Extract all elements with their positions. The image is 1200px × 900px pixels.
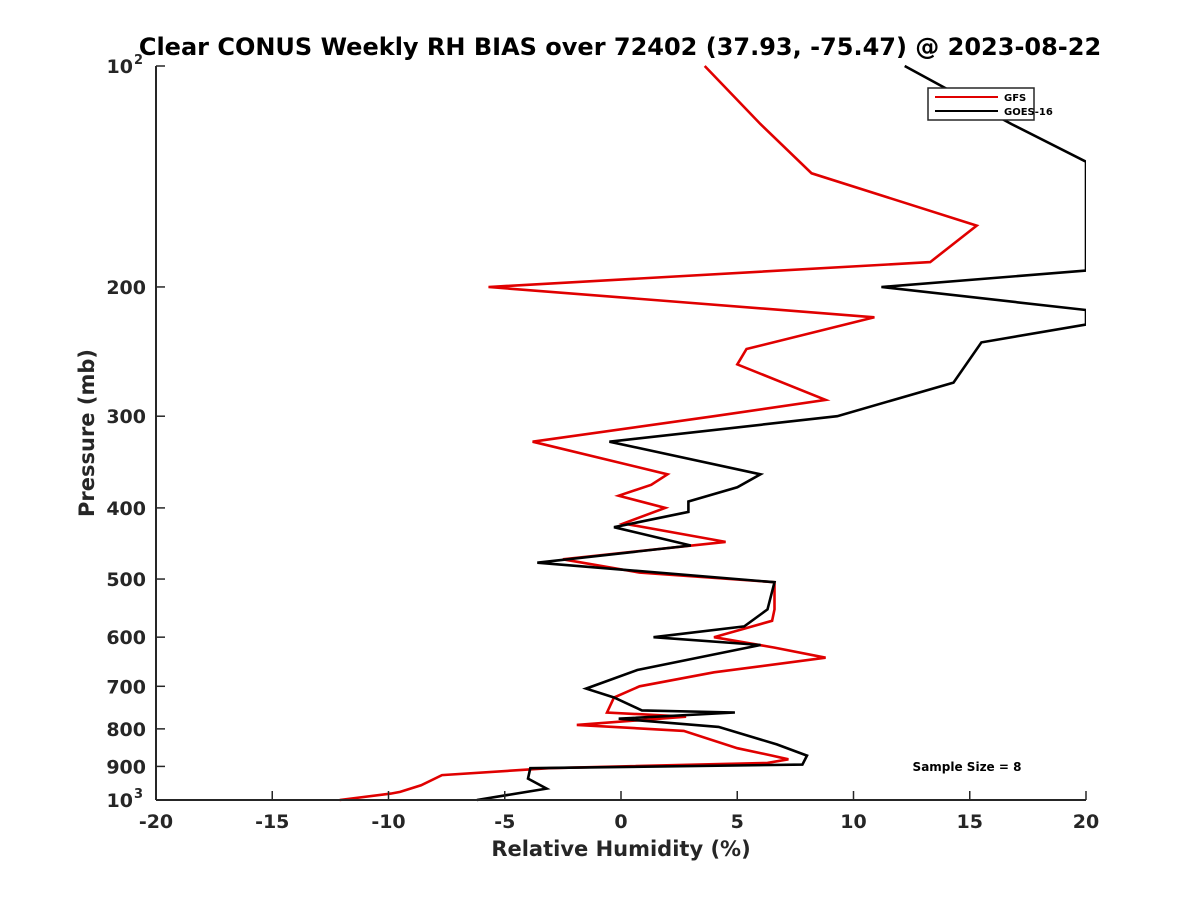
- y-tick-label: 10: [107, 56, 133, 78]
- plot-area: [339, 64, 1086, 802]
- y-tick-label: 400: [106, 498, 146, 520]
- chart-title: Clear CONUS Weekly RH BIAS over 72402 (3…: [139, 33, 1101, 61]
- y-tick-exponent: 3: [134, 787, 143, 802]
- sample-size-annotation: Sample Size = 8: [913, 760, 1022, 774]
- y-tick-label: 10: [107, 790, 133, 812]
- x-tick-label: 5: [731, 811, 744, 833]
- x-ticks: -20 -15 -10 -5 0 5 10 15 20: [139, 791, 1099, 833]
- x-tick-label: 10: [840, 811, 866, 833]
- x-tick-label: 20: [1073, 811, 1099, 833]
- x-axis-label: Relative Humidity (%): [491, 837, 750, 861]
- y-tick-label: 600: [106, 627, 146, 649]
- y-tick-label: 300: [106, 406, 146, 428]
- legend-label-goes16: GOES-16: [1004, 107, 1053, 118]
- series-line-goes16: [476, 64, 1086, 802]
- x-tick-label: 0: [614, 811, 627, 833]
- series-line-gfs: [339, 65, 980, 802]
- y-tick-label: 900: [106, 756, 146, 778]
- legend-box: [927, 87, 1035, 121]
- x-tick-label: 15: [957, 811, 983, 833]
- y-tick-label: 500: [106, 569, 146, 591]
- x-tick-label: -10: [371, 811, 405, 833]
- y-tick-label: 800: [106, 719, 146, 741]
- y-tick-label: 200: [106, 277, 146, 299]
- x-tick-label: -15: [255, 811, 289, 833]
- legend: GFS GOES-16: [927, 87, 1053, 121]
- x-tick-label: -5: [494, 811, 515, 833]
- y-axis-label: Pressure (mb): [75, 349, 99, 517]
- x-tick-label: -20: [139, 811, 173, 833]
- y-tick-exponent: 2: [134, 53, 143, 68]
- y-tick-label: 700: [106, 676, 146, 698]
- legend-label-gfs: GFS: [1004, 93, 1026, 104]
